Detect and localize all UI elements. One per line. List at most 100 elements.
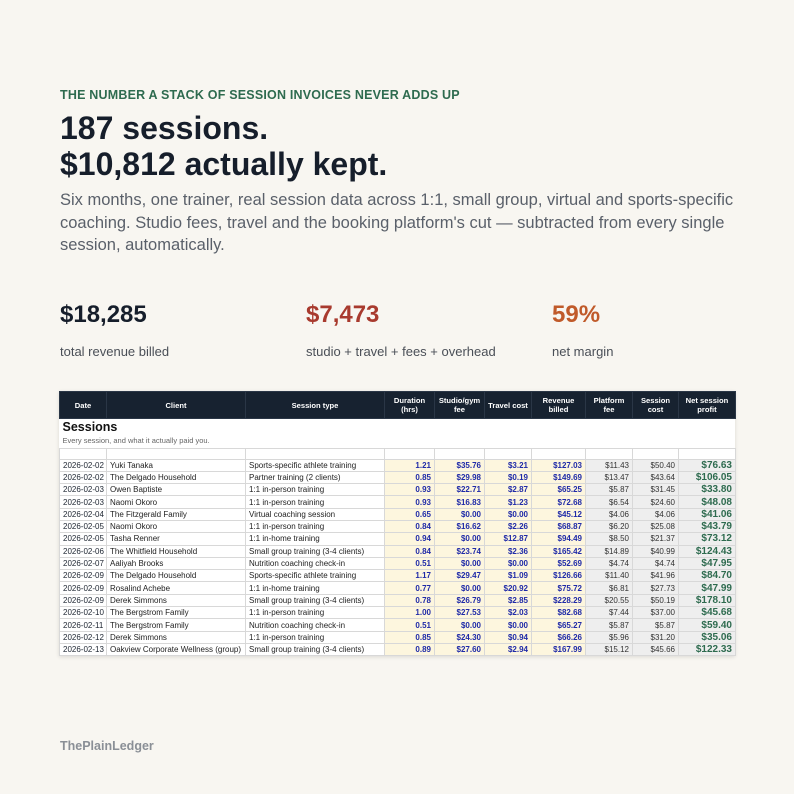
table-cell[interactable]: 1:1 in-home training	[245, 532, 385, 546]
table-cell[interactable]: 1.21	[384, 458, 435, 472]
table-cell[interactable]: $31.45	[632, 483, 679, 497]
table-cell[interactable]: 0.94	[384, 532, 435, 546]
table-cell[interactable]: $47.95	[678, 556, 736, 571]
table-cell[interactable]: $20.55	[585, 593, 633, 608]
table-cell[interactable]: $45.66	[632, 642, 679, 657]
table-cell[interactable]: The Delgado Household	[106, 569, 246, 583]
table-cell[interactable]: $66.26	[531, 630, 586, 644]
table-cell[interactable]: $48.08	[678, 495, 736, 509]
table-cell[interactable]: 0.89	[384, 642, 435, 657]
table-cell[interactable]: $0.00	[434, 556, 485, 571]
table-cell[interactable]: 1:1 in-person training	[245, 630, 385, 644]
table-cell[interactable]: $16.62	[434, 519, 485, 534]
table-cell[interactable]: 0.78	[384, 593, 435, 608]
column-header[interactable]: Session cost	[632, 391, 679, 419]
table-cell[interactable]: The Bergstrom Family	[106, 606, 246, 620]
table-cell[interactable]: $0.00	[434, 618, 485, 632]
table-cell[interactable]: The Delgado Household	[106, 470, 246, 485]
table-cell[interactable]: $1.23	[484, 495, 532, 509]
table-cell[interactable]: Yuki Tanaka	[106, 458, 246, 472]
table-cell[interactable]: $2.36	[484, 544, 532, 558]
table-cell[interactable]: Small group training (3-4 clients)	[245, 544, 385, 558]
column-header[interactable]: Net session profit	[678, 391, 736, 419]
table-cell[interactable]: Tasha Renner	[106, 532, 246, 546]
table-cell[interactable]: $0.00	[484, 507, 532, 521]
table-cell[interactable]: $11.43	[585, 458, 633, 472]
table-cell[interactable]: $6.20	[585, 519, 633, 534]
table-cell[interactable]: $4.74	[632, 556, 679, 571]
table-cell[interactable]: $43.79	[678, 519, 736, 534]
table-cell[interactable]: $84.70	[678, 569, 736, 583]
table-cell[interactable]: Naomi Okoro	[106, 519, 246, 534]
table-cell[interactable]: Derek Simmons	[106, 593, 246, 608]
table-cell[interactable]: $59.40	[678, 618, 736, 632]
table-cell[interactable]: 2026-02-09	[59, 569, 107, 583]
table-cell[interactable]: $5.87	[585, 618, 633, 632]
column-header[interactable]: Date	[59, 391, 107, 419]
table-cell[interactable]: 2026-02-11	[59, 618, 107, 632]
table-cell[interactable]: $228.29	[531, 593, 586, 608]
table-cell[interactable]: 1:1 in-person training	[245, 495, 385, 509]
table-cell[interactable]: $50.19	[632, 593, 679, 608]
table-cell[interactable]: $31.20	[632, 630, 679, 644]
table-cell[interactable]: $75.72	[531, 581, 586, 595]
table-cell[interactable]: $6.81	[585, 581, 633, 595]
table-cell[interactable]: $165.42	[531, 544, 586, 558]
table-cell[interactable]: $43.64	[632, 470, 679, 485]
table-cell[interactable]: $50.40	[632, 458, 679, 472]
table-cell[interactable]: $2.26	[484, 519, 532, 534]
table-cell[interactable]: 0.77	[384, 581, 435, 595]
table-cell[interactable]: $7.44	[585, 606, 633, 620]
table-cell[interactable]: Nutrition coaching check-in	[245, 618, 385, 632]
table-cell[interactable]: $124.43	[678, 544, 736, 558]
table-cell[interactable]: $41.96	[632, 569, 679, 583]
table-cell[interactable]: 2026-02-13	[59, 642, 107, 657]
table-cell[interactable]: 0.51	[384, 556, 435, 571]
table-cell[interactable]: 0.84	[384, 544, 435, 558]
table-cell[interactable]: 2026-02-07	[59, 556, 107, 571]
table-cell[interactable]: $2.94	[484, 642, 532, 657]
table-cell[interactable]: $15.12	[585, 642, 633, 657]
column-header[interactable]: Studio/gym fee	[434, 391, 485, 419]
table-cell[interactable]: 0.65	[384, 507, 435, 521]
table-cell[interactable]: $13.47	[585, 470, 633, 485]
table-cell[interactable]: $52.69	[531, 556, 586, 571]
table-cell[interactable]: $41.06	[678, 507, 736, 521]
table-cell[interactable]: Sports-specific athlete training	[245, 458, 385, 472]
table-cell[interactable]: 2026-02-12	[59, 630, 107, 644]
table-cell[interactable]: $68.87	[531, 519, 586, 534]
table-cell[interactable]: $0.00	[484, 618, 532, 632]
table-cell[interactable]: Small group training (3-4 clients)	[245, 593, 385, 608]
table-cell[interactable]: 2026-02-06	[59, 544, 107, 558]
table-cell[interactable]: Partner training (2 clients)	[245, 470, 385, 485]
table-cell[interactable]: 2026-02-02	[59, 458, 107, 472]
table-cell[interactable]: 2026-02-05	[59, 532, 107, 546]
table-cell[interactable]: 0.93	[384, 483, 435, 497]
table-cell[interactable]: 0.51	[384, 618, 435, 632]
table-cell[interactable]: $25.08	[632, 519, 679, 534]
table-cell[interactable]: $37.00	[632, 606, 679, 620]
table-cell[interactable]: 2026-02-03	[59, 483, 107, 497]
table-cell[interactable]: $8.50	[585, 532, 633, 546]
table-cell[interactable]: Virtual coaching session	[245, 507, 385, 521]
table-cell[interactable]: $12.87	[484, 532, 532, 546]
table-cell[interactable]: $0.00	[434, 507, 485, 521]
table-cell[interactable]: $65.25	[531, 483, 586, 497]
table-cell[interactable]: $65.27	[531, 618, 586, 632]
table-cell[interactable]: $0.00	[434, 532, 485, 546]
table-cell[interactable]: $21.37	[632, 532, 679, 546]
table-cell[interactable]: $73.12	[678, 532, 736, 546]
table-cell[interactable]: $14.89	[585, 544, 633, 558]
table-cell[interactable]: 2026-02-03	[59, 495, 107, 509]
table-cell[interactable]: 0.84	[384, 519, 435, 534]
table-cell[interactable]: $106.05	[678, 470, 736, 485]
table-cell[interactable]: 1.17	[384, 569, 435, 583]
table-cell[interactable]: $3.21	[484, 458, 532, 472]
table-cell[interactable]: $24.60	[632, 495, 679, 509]
table-cell[interactable]: 0.85	[384, 470, 435, 485]
table-cell[interactable]: $0.19	[484, 470, 532, 485]
table-cell[interactable]: 1.00	[384, 606, 435, 620]
table-cell[interactable]: 1:1 in-person training	[245, 483, 385, 497]
table-cell[interactable]: Owen Baptiste	[106, 483, 246, 497]
table-cell[interactable]: $2.85	[484, 593, 532, 608]
